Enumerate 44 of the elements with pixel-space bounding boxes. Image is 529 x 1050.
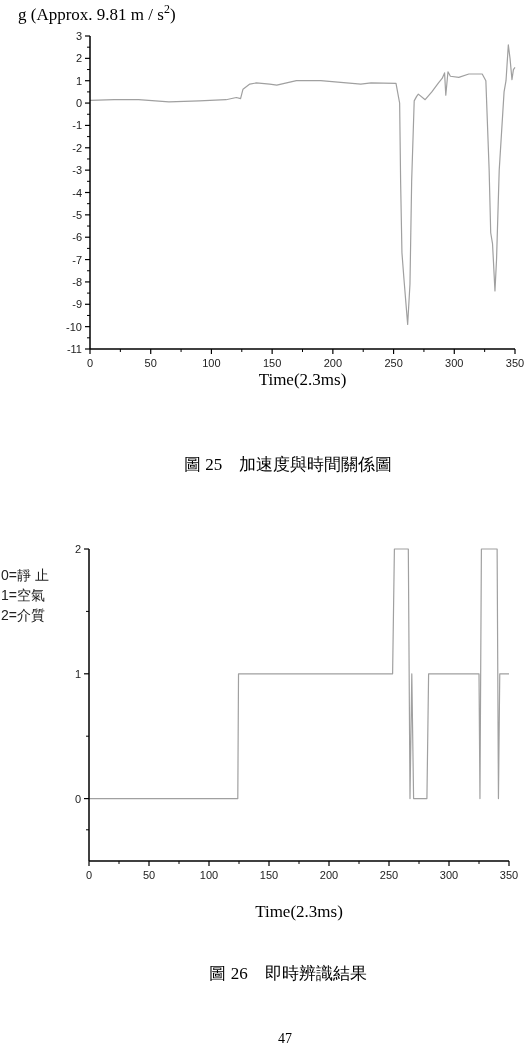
text: 圖 26 即時辨識結果 bbox=[209, 964, 367, 983]
text: 0=靜 止 bbox=[1, 567, 49, 583]
x-tick-label: 250 bbox=[384, 357, 403, 369]
y-tick-label: -4 bbox=[72, 186, 82, 199]
x-axis-title: Time(2.3ms) bbox=[255, 902, 343, 921]
text: 圖 25 加速度與時間關係圖 bbox=[183, 455, 393, 474]
y-tick-label: -6 bbox=[72, 231, 82, 244]
x-tick-label: 0 bbox=[86, 357, 94, 369]
x-tick-label: 50 bbox=[142, 869, 156, 881]
x-tick-label: 350 bbox=[505, 357, 525, 369]
y-tick-label: -10 bbox=[66, 320, 82, 333]
x-tick-label: 300 bbox=[445, 357, 464, 369]
x-tick-label: 350 bbox=[499, 869, 519, 881]
y-tick-label: 2 bbox=[74, 543, 81, 555]
text: 47 bbox=[278, 1031, 292, 1046]
y-tick-label: -8 bbox=[72, 275, 82, 288]
y-tick-label: -1 bbox=[72, 119, 82, 132]
y-tick-label: 1 bbox=[75, 74, 82, 87]
x-tick-label: 150 bbox=[259, 869, 279, 881]
line-series bbox=[89, 44, 516, 326]
text: 1=空氣 bbox=[1, 587, 45, 603]
y-tick-label: -3 bbox=[72, 164, 82, 177]
x-tick-label: 300 bbox=[439, 869, 459, 881]
y-tick-label: 3 bbox=[75, 30, 82, 42]
x-tick-label: 150 bbox=[262, 357, 282, 369]
y-tick-label: 0 bbox=[74, 792, 81, 805]
x-tick-label: 100 bbox=[202, 357, 221, 369]
y-tick-label: -11 bbox=[66, 343, 82, 355]
y-tick-label: -5 bbox=[72, 208, 82, 221]
x-tick-label: 100 bbox=[199, 869, 219, 881]
x-axis-title: Time(2.3ms) bbox=[258, 370, 347, 389]
x-tick-label: 200 bbox=[323, 357, 343, 369]
x-tick-label: 250 bbox=[379, 869, 399, 881]
y-tick-label: -2 bbox=[72, 141, 82, 154]
y-axis-title: g (Approx. 9.81 m / s$^{2}$) bbox=[18, 2, 176, 24]
y-tick-label: 2 bbox=[75, 52, 82, 65]
y-tick-label: -9 bbox=[72, 298, 82, 311]
y-tick-label: -7 bbox=[72, 253, 82, 266]
x-tick-label: 50 bbox=[144, 357, 157, 369]
y-tick-label: 1 bbox=[74, 667, 81, 680]
text: 2=介質 bbox=[1, 607, 45, 623]
x-tick-label: 200 bbox=[319, 869, 339, 881]
y-tick-label: 0 bbox=[75, 97, 82, 110]
x-tick-label: 0 bbox=[85, 869, 93, 881]
